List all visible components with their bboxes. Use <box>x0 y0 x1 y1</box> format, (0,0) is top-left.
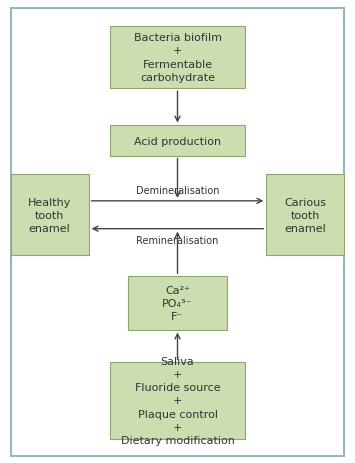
Text: Bacteria biofilm
+
Fermentable
carbohydrate: Bacteria biofilm + Fermentable carbohydr… <box>133 33 222 82</box>
FancyBboxPatch shape <box>110 126 245 156</box>
Text: Carious
tooth
enamel: Carious tooth enamel <box>284 197 326 233</box>
Text: Healthy
tooth
enamel: Healthy tooth enamel <box>28 197 71 233</box>
FancyBboxPatch shape <box>110 26 245 89</box>
FancyBboxPatch shape <box>266 175 344 256</box>
Text: Acid production: Acid production <box>134 136 221 146</box>
FancyBboxPatch shape <box>11 175 89 256</box>
Text: Ca²⁺
PO₄³⁻
F⁻: Ca²⁺ PO₄³⁻ F⁻ <box>162 285 193 321</box>
Text: Demineralisation: Demineralisation <box>136 185 219 195</box>
FancyBboxPatch shape <box>110 362 245 439</box>
Text: Remineralisation: Remineralisation <box>136 235 219 245</box>
Text: Saliva
+
Fluoride source
+
Plaque control
+
Dietary modification: Saliva + Fluoride source + Plaque contro… <box>121 356 234 445</box>
FancyBboxPatch shape <box>128 277 227 330</box>
